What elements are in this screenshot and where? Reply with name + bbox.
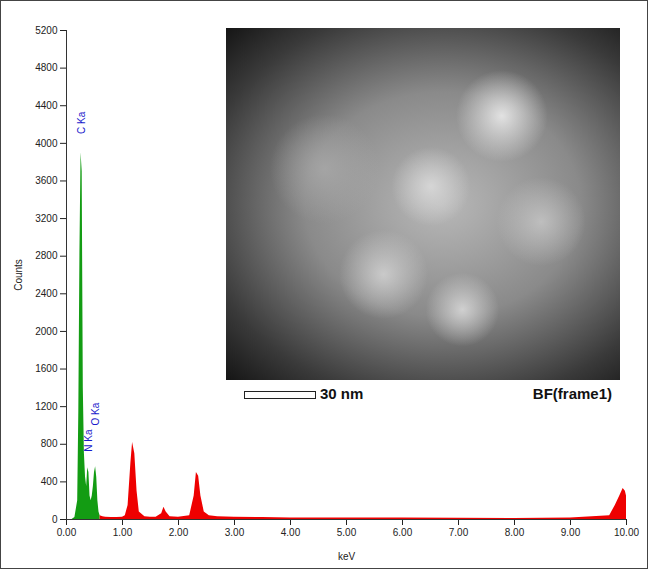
- svg-text:2000: 2000: [35, 326, 58, 337]
- svg-text:2800: 2800: [35, 250, 58, 261]
- svg-text:4400: 4400: [35, 100, 58, 111]
- svg-text:3.00: 3.00: [225, 527, 245, 538]
- svg-text:0: 0: [52, 514, 58, 525]
- svg-text:4.00: 4.00: [281, 527, 301, 538]
- svg-text:10.00: 10.00: [614, 527, 639, 538]
- svg-text:6.00: 6.00: [393, 527, 413, 538]
- html-text:BF(frame1): BF(frame1): [532, 385, 612, 402]
- svg-text:1200: 1200: [35, 401, 58, 412]
- svg-text:3600: 3600: [35, 175, 58, 186]
- svg-text:0.00: 0.00: [57, 527, 77, 538]
- svg-text:8.00: 8.00: [505, 527, 525, 538]
- svg-text:800: 800: [41, 438, 58, 449]
- svg-text:keV: keV: [338, 551, 356, 562]
- svg-text:4800: 4800: [35, 62, 58, 73]
- svg-text:2400: 2400: [35, 288, 58, 299]
- svg-text:Counts: Counts: [13, 259, 24, 291]
- svg-text:2.00: 2.00: [169, 527, 189, 538]
- html-text:30 nm: 30 nm: [320, 385, 364, 402]
- svg-text:C Ka: C Ka: [76, 111, 87, 134]
- svg-text:N Ka: N Ka: [83, 429, 94, 452]
- svg-text:O Ka: O Ka: [90, 402, 101, 425]
- svg-text:7.00: 7.00: [449, 527, 469, 538]
- svg-text:1600: 1600: [35, 363, 58, 374]
- svg-text:4000: 4000: [35, 138, 58, 149]
- svg-text:1.00: 1.00: [113, 527, 133, 538]
- svg-text:9.00: 9.00: [561, 527, 581, 538]
- svg-text:400: 400: [41, 476, 58, 487]
- svg-text:5.00: 5.00: [337, 527, 357, 538]
- svg-text:5200: 5200: [35, 25, 58, 36]
- svg-text:3200: 3200: [35, 213, 58, 224]
